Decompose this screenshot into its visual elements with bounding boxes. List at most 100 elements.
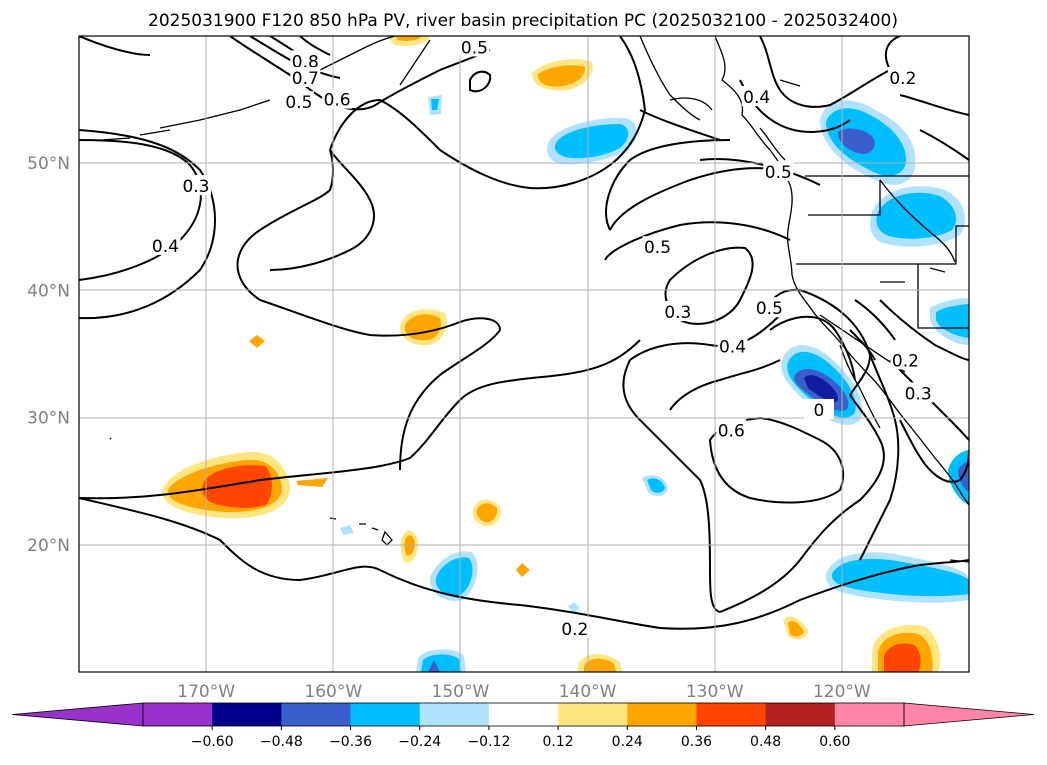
colorbar-extend-low [11, 702, 144, 727]
colorbar-tick-label: 0.12 [543, 734, 574, 750]
colorbar-bin [212, 703, 282, 726]
contour-label-bg [903, 382, 934, 403]
contour-label: 0.4 [743, 88, 770, 108]
positive-anomaly-region [788, 621, 804, 637]
coastlines [101, 36, 969, 563]
contour-label-bg [290, 50, 321, 71]
lat-tick-label: 20°N [27, 536, 70, 556]
lat-tick-label: 30°N [27, 409, 70, 429]
contour-label: 0.6 [324, 91, 351, 111]
colorbar-bin [834, 703, 905, 726]
contour-label-bg [763, 161, 794, 182]
negative-anomaly-region [431, 99, 439, 110]
colorbar-tick-label: 0.60 [819, 734, 850, 750]
colorbar-bin [627, 703, 697, 726]
colorbar-bin [419, 703, 490, 726]
negative-anomaly-region [876, 192, 956, 239]
contour-label: 0.3 [182, 177, 209, 197]
colorbar: −0.60 −0.48 −0.36 −0.24 −0.12 0.12 0.24 0.36 0.4… [11, 702, 1035, 750]
contour-label: 0.5 [461, 38, 488, 58]
contour-label-bg [717, 335, 748, 356]
contour-label: 0.2 [892, 351, 919, 371]
chart-title: 2025031900 F120 850 hPa PV, river basin … [148, 11, 898, 31]
negative-anomaly-region [936, 304, 969, 338]
contour-label: 0.3 [905, 384, 932, 404]
lon-tick-label: 150°W [432, 682, 490, 702]
lon-tick-label: 140°W [559, 682, 617, 702]
positive-anomaly-region [296, 478, 328, 487]
positive-anomaly-region [516, 563, 530, 577]
colorbar-bin [558, 703, 628, 726]
colorbar-tick-label: −0.12 [467, 734, 510, 750]
contour-label-bg [890, 349, 921, 370]
contour-label-bg [887, 66, 918, 87]
positive-anomaly-region [249, 335, 265, 348]
lat-tick-label: 40°N [27, 281, 70, 301]
contour-label-bg [642, 236, 673, 257]
negative-anomaly-region [568, 602, 580, 613]
contour-label-bg [559, 617, 590, 638]
colorbar-bin [281, 703, 352, 726]
precip-shading [161, 36, 969, 672]
colorbar-bin [488, 703, 559, 726]
lon-tick-label: 170°W [177, 682, 235, 702]
negative-anomaly-region [554, 124, 629, 159]
negative-anomaly-region [647, 478, 665, 493]
contour-label: 0.4 [719, 337, 746, 357]
colorbar-bin [696, 703, 767, 726]
contour-label: 0.2 [889, 69, 916, 89]
contour-label: 0.7 [292, 69, 319, 89]
contour-label: 0 [814, 401, 825, 421]
contour-label: 0.2 [561, 620, 588, 640]
colorbar-extend-high [903, 702, 1035, 727]
colorbar-tick-label: −0.48 [260, 734, 303, 750]
lon-tick-label: 160°W [304, 682, 362, 702]
contour-label-bg [180, 175, 211, 196]
colorbar-tick-label: −0.60 [191, 734, 234, 750]
colorbar-bin [765, 703, 836, 726]
longitude-tick-labels: 170°W 160°W 150°W 140°W 130°W 120°W [177, 682, 871, 702]
positive-anomaly-region [884, 643, 921, 672]
negative-anomaly-region [435, 557, 473, 596]
positive-anomaly-region [395, 36, 422, 41]
contour-label-bg [803, 398, 834, 419]
negative-anomaly-region [804, 375, 838, 403]
lon-tick-label: 130°W [686, 682, 744, 702]
contour-label: 0.5 [644, 238, 671, 258]
pv-contours [79, 36, 969, 630]
colorbar-tick-label: −0.24 [398, 734, 441, 750]
contour-label: 0.6 [718, 421, 745, 441]
colorbar-bin [143, 703, 213, 726]
colorbar-tick-label: 0.36 [681, 734, 712, 750]
contour-label-bg [716, 419, 747, 440]
colorbar-tick-label: 0.24 [612, 734, 643, 750]
contour-label-bg [662, 301, 693, 322]
contour-label-bg [283, 91, 314, 112]
negative-anomaly-region [838, 128, 875, 154]
contour-label-bg [754, 297, 785, 318]
contour-label: 0.5 [285, 93, 312, 113]
contour-label: 0.4 [152, 237, 179, 257]
positive-anomaly-region [476, 503, 498, 523]
contour-label-bg [290, 66, 321, 87]
contour-label-bg [150, 234, 181, 255]
lat-tick-label: 50°N [27, 154, 70, 174]
negative-anomaly-region [831, 558, 969, 597]
contour-label: 0.5 [765, 163, 792, 183]
contour-labels: 0.80.70.5 0.60.50.30.40.40.20.50.50.30.40… [150, 36, 934, 640]
colorbar-frame [142, 702, 905, 727]
positive-anomaly-region [584, 658, 616, 672]
colorbar-tick-label: −0.36 [329, 734, 372, 750]
lon-tick-label: 120°W [813, 682, 871, 702]
positive-anomaly-region [202, 465, 272, 508]
colorbar-bin [350, 703, 421, 726]
map-frame [78, 35, 970, 673]
contour-label-bg [741, 86, 772, 107]
negative-anomaly-region [340, 525, 354, 535]
map-area: 0.80.70.5 0.60.50.30.40.40.20.50.50.30.40… [79, 36, 969, 672]
contour-label-bg [322, 88, 353, 109]
colorbar-tick-label: 0.48 [750, 734, 781, 750]
positive-anomaly-region [537, 65, 586, 87]
contour-label-bg [459, 36, 490, 57]
